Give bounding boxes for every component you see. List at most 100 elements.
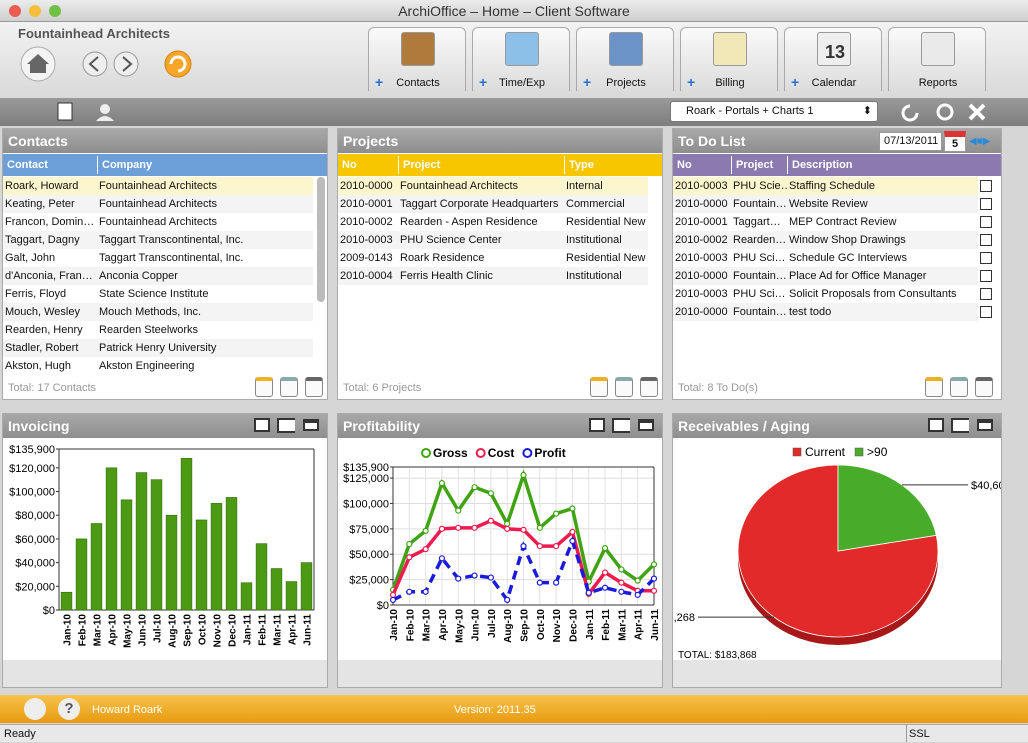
table-row[interactable]: Keating, Peter Fountainhead Architects (3, 195, 313, 213)
nav-tab[interactable]: + Calendar 13 (784, 27, 882, 91)
table-row[interactable]: Ferris, Floyd State Science Institute (3, 285, 313, 303)
user-settings-icon[interactable] (100, 104, 110, 114)
refresh-button[interactable] (164, 50, 192, 78)
table-action[interactable] (590, 377, 608, 397)
help-button[interactable]: ? (58, 698, 80, 720)
checkbox[interactable] (980, 306, 992, 318)
maximize-icon[interactable] (638, 419, 654, 431)
reload-button[interactable] (901, 104, 919, 122)
x-tick-label: Aug-10 (503, 609, 514, 643)
table-cell: Taggart Corporate Headquarters (400, 198, 559, 210)
table-row[interactable]: 2010-0000 Fountainhead Architects Internal (338, 177, 648, 195)
y-tick-label: $25,000 (349, 575, 389, 587)
table-row[interactable]: d'Anconia, Fran… Anconia Copper (3, 267, 313, 285)
table-cell: 2010-0000 (675, 306, 728, 318)
table-row[interactable]: Francon, Domin… Fountainhead Architects (3, 213, 313, 231)
bar (300, 562, 313, 611)
table-action[interactable] (255, 377, 273, 397)
table-action[interactable] (615, 377, 633, 397)
checkbox[interactable] (980, 216, 992, 228)
point (422, 527, 429, 534)
close-button[interactable] (9, 5, 21, 17)
date-field[interactable]: 07/13/2011 (879, 132, 942, 151)
table-action[interactable] (640, 377, 658, 397)
checkbox[interactable] (980, 270, 992, 282)
date-picker[interactable]: 5 (944, 131, 966, 152)
table-row[interactable]: Akston, Hugh Akston Engineering (3, 357, 313, 375)
maximize-icon[interactable] (303, 419, 319, 431)
maximize-icon[interactable] (977, 419, 993, 431)
table-row[interactable]: 2010-0004 Ferris Health Clinic Institution… (338, 267, 648, 285)
table-action[interactable] (280, 377, 298, 397)
table-row[interactable]: 2009-0143 Roark Residence Residential New (338, 249, 648, 267)
export-icon[interactable] (612, 418, 630, 433)
table-row[interactable]: 2010-0001 Taggart Corporate Headquarters C… (338, 195, 648, 213)
table-row[interactable]: Roark, Howard Fountainhead Architects (3, 177, 313, 195)
table-row[interactable]: Galt, John Taggart Transcontinental, Inc. (3, 249, 313, 267)
table-row[interactable]: 2010-0002 Rearden… Window Shop Drawings (673, 231, 978, 249)
back-button[interactable] (82, 51, 108, 77)
print-icon[interactable] (928, 418, 944, 432)
table-action[interactable] (975, 377, 993, 397)
table-action[interactable] (305, 377, 323, 397)
export-icon[interactable] (951, 418, 969, 433)
table-row[interactable]: 2010-0003 PHU Science Center Institutional (338, 231, 648, 249)
table-row[interactable]: Stadler, Robert Patrick Henry University (3, 339, 313, 357)
print-icon[interactable] (589, 418, 605, 432)
y-tick-label: $75,000 (349, 524, 389, 536)
point (618, 588, 625, 595)
legend-swatch (854, 447, 864, 457)
export-icon[interactable] (277, 418, 295, 433)
table-row[interactable]: Mouch, Wesley Mouch Methods, Inc. (3, 303, 313, 321)
tab-icon (401, 32, 435, 66)
print-button[interactable] (24, 698, 46, 720)
table-row[interactable]: 2010-0002 Rearden - Aspen Residence Reside… (338, 213, 648, 231)
table-row[interactable]: 2010-0003 PHU Sci… Schedule GC Interviews (673, 249, 978, 267)
checkbox[interactable] (980, 234, 992, 246)
minimize-button[interactable] (29, 5, 41, 17)
x-tick-label: Mar-10 (422, 609, 433, 642)
nav-tab[interactable]: Reports (888, 27, 986, 91)
table-action[interactable] (950, 377, 968, 397)
table-row[interactable]: 2010-0000 Fountain… Place Ad for Office Ma… (673, 267, 978, 285)
table-cell: Taggart Transcontinental, Inc. (99, 234, 244, 246)
table-row[interactable]: 2010-0000 Fountain… test todo (673, 303, 978, 321)
table-row[interactable]: Taggart, Dagny Taggart Transcontinental, … (3, 231, 313, 249)
close-portal-button[interactable] (968, 103, 986, 121)
add-icon: + (583, 74, 592, 90)
table-cell: test todo (789, 306, 832, 318)
date-arrows[interactable]: ◀■▶ (969, 136, 991, 147)
portal-select[interactable]: Roark - Portals + Charts 1 ⬍ (670, 101, 878, 122)
nav-tab[interactable]: + Time/Exp (472, 27, 570, 91)
nav-tab[interactable]: + Billing (680, 27, 778, 91)
firm-name: Fountainhead Architects (18, 26, 170, 41)
ssl-indicator: SSL (906, 725, 932, 742)
table-cell: 2010-0002 (340, 216, 393, 228)
export-button[interactable] (936, 103, 954, 121)
checklist-icon[interactable] (57, 102, 73, 121)
table-cell: Fountain… (733, 306, 787, 318)
nav-tab[interactable]: + Projects (576, 27, 674, 91)
table-cell: Mouch Methods, Inc. (99, 306, 202, 318)
nav-tab[interactable]: + Contacts (368, 27, 466, 91)
table-cell: 2010-0003 (340, 234, 393, 246)
print-icon[interactable] (254, 418, 270, 432)
status-bar: Ready SSL (0, 724, 1028, 742)
x-tick-label: May-10 (123, 614, 134, 648)
table-row[interactable]: 2010-0001 Taggart… MEP Contract Review (673, 213, 978, 231)
x-tick-label: Dec-10 (568, 609, 579, 642)
table-row[interactable]: Rearden, Henry Rearden Steelworks (3, 321, 313, 339)
checkbox[interactable] (980, 198, 992, 210)
checkbox[interactable] (980, 180, 992, 192)
point (504, 520, 511, 527)
point (569, 528, 576, 535)
table-row[interactable]: 2010-0003 PHU Scie… Staffing Schedule (673, 177, 978, 195)
table-row[interactable]: 2010-0003 PHU Sci… Solicit Proposals from … (673, 285, 978, 303)
table-action[interactable] (925, 377, 943, 397)
forward-button[interactable] (113, 51, 139, 77)
table-row[interactable]: 2010-0000 Fountain… Website Review (673, 195, 978, 213)
checkbox[interactable] (980, 252, 992, 264)
point (471, 524, 478, 531)
checkbox[interactable] (980, 288, 992, 300)
zoom-button[interactable] (49, 5, 61, 17)
